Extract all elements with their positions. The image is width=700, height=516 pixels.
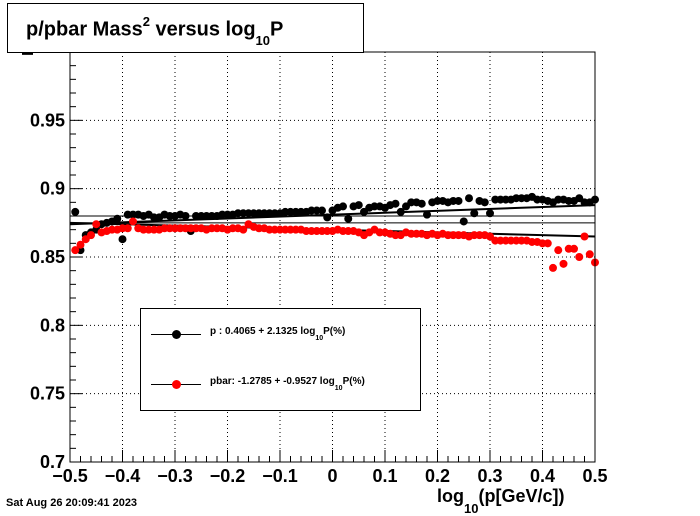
data-point-p xyxy=(480,198,489,207)
data-point-p xyxy=(459,217,468,226)
tick-labels: −0.5 −0.4 −0.3 −0.2 −0.1 0 0.1 0.2 0.3 0.4 0.5 0.7 0… xyxy=(30,110,608,486)
fit-line-p xyxy=(69,204,596,226)
data-point-p xyxy=(486,209,494,218)
data-point-pbar xyxy=(580,232,589,241)
chart-title: p/pbar Mass2 versus log10P xyxy=(26,14,284,48)
x-tick-label: −0.3 xyxy=(157,466,193,486)
x-tick-label: −0.2 xyxy=(210,466,246,486)
data-point-p xyxy=(423,210,431,219)
y-tick-label: 0.85 xyxy=(30,247,65,267)
x-tick-label: −0.1 xyxy=(262,466,298,486)
x-tick-label: −0.5 xyxy=(52,466,88,486)
timestamp: Sat Aug 26 20:09:41 2023 xyxy=(6,497,138,509)
data-point-p xyxy=(318,206,326,215)
legend: p : 0.4065 + 2.1325 log10P(%) pbar: -1.2… xyxy=(140,308,421,411)
data-point-p xyxy=(344,214,353,223)
data-point-pbar xyxy=(554,246,563,255)
data-point-pbar xyxy=(239,225,248,234)
data-point-pbar xyxy=(123,224,132,233)
y-tick-label: 0.8 xyxy=(40,315,65,335)
data-point-p xyxy=(113,214,122,223)
x-tick-label: −0.4 xyxy=(105,466,141,486)
data-point-pbar xyxy=(76,240,85,249)
y-tick-label: 0.75 xyxy=(30,384,65,404)
data-point-pbar xyxy=(71,246,80,255)
data-point-pbar xyxy=(570,244,578,253)
x-tick-label: 0.3 xyxy=(477,466,502,486)
data-point-pbar xyxy=(549,263,557,272)
x-tick-label: 0.2 xyxy=(425,466,450,486)
data-point-p xyxy=(396,207,405,216)
x-tick-label: 0 xyxy=(327,466,337,486)
data-point-pbar xyxy=(87,231,95,240)
x-axis-label: log10(p[GeV/c]) xyxy=(437,486,565,516)
data-point-p xyxy=(465,194,473,203)
data-point-pbar xyxy=(575,253,584,261)
data-point-pbar xyxy=(585,250,594,259)
data-point-p xyxy=(339,202,347,211)
x-tick-label: 0.1 xyxy=(372,466,397,486)
data-point-pbar xyxy=(129,217,137,226)
legend-entry-p: p : 0.4065 + 2.1325 log10P(%) xyxy=(141,325,420,345)
y-tick-label: 0.95 xyxy=(30,110,65,130)
data-points xyxy=(71,192,599,272)
data-point-p xyxy=(118,235,127,244)
x-tick-label: 0.5 xyxy=(582,466,607,486)
data-point-p xyxy=(391,199,400,208)
y-tick-label: 0.9 xyxy=(40,179,65,199)
legend-entry-pbar: pbar: -1.2785 + -0.9527 log10P(%) xyxy=(141,375,420,395)
data-point-p xyxy=(417,199,426,208)
data-point-p xyxy=(354,201,363,210)
data-point-p xyxy=(454,196,463,205)
data-point-p xyxy=(323,213,332,222)
x-tick-label: 0.4 xyxy=(530,466,555,486)
data-point-p xyxy=(181,212,190,220)
legend-label-pbar: pbar: -1.2785 + -0.9527 log10P(%) xyxy=(210,376,365,392)
data-point-pbar xyxy=(92,220,101,229)
data-point-p xyxy=(71,207,80,216)
data-point-pbar xyxy=(543,239,552,248)
data-point-pbar xyxy=(559,259,568,268)
legend-label-p: p : 0.4065 + 2.1325 log10P(%) xyxy=(210,326,346,342)
legend-marker-pbar xyxy=(172,380,181,389)
grid xyxy=(69,52,596,463)
data-point-p xyxy=(470,209,479,218)
title-box: p/pbar Mass2 versus log10P xyxy=(7,3,364,53)
y-tick-label: 0.7 xyxy=(40,452,65,472)
legend-marker-p xyxy=(172,330,181,339)
